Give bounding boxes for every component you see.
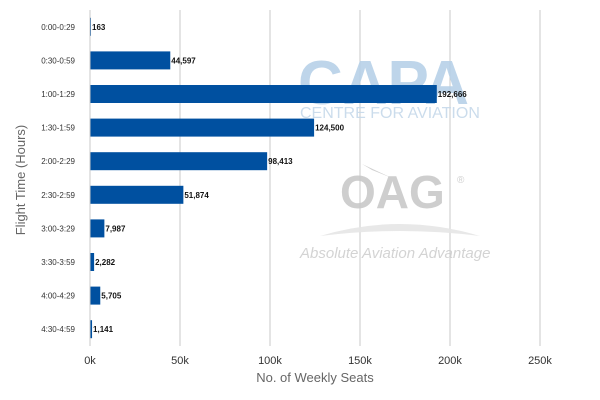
- bar-4:00-4:29: [90, 286, 101, 305]
- bar-2:30-2:59: [90, 185, 184, 204]
- category-label: 4:30-4:59: [41, 325, 75, 334]
- oag-watermark-logo: OAG: [340, 166, 445, 218]
- data-label: 124,500: [315, 124, 344, 133]
- bar-0:30-0:59: [90, 51, 171, 70]
- bar-3:00-3:29: [90, 219, 105, 238]
- oag-watermark-tagline: Absolute Aviation Advantage: [299, 245, 490, 262]
- x-tick-label: 200k: [438, 355, 462, 367]
- data-label: 2,282: [95, 258, 116, 267]
- data-label: 51,874: [184, 191, 209, 200]
- watermark-layer: CAPA CENTRE FOR AVIATION OAG ® Absolute …: [298, 49, 490, 262]
- data-label: 44,597: [171, 56, 196, 65]
- x-tick-label: 0k: [84, 355, 96, 367]
- capa-watermark-logo: CAPA: [298, 49, 469, 118]
- bar-1:30-1:59: [90, 118, 315, 137]
- x-tick-label: 150k: [348, 355, 372, 367]
- data-labels: 163 44,597 192,666 124,500 98,413 51,874 7,987…: [92, 23, 467, 334]
- data-label: 5,705: [101, 292, 122, 301]
- bar-3:30-3:59: [90, 253, 95, 271]
- bars-layer: [90, 17, 437, 339]
- capa-watermark-subtitle: CENTRE FOR AVIATION: [300, 105, 480, 122]
- data-label: 192,666: [438, 90, 467, 99]
- x-axis-tick-labels: 0k 50k 100k 150k 200k 250k: [84, 355, 552, 367]
- bar-2:00-2:29: [90, 152, 268, 171]
- category-label: 0:30-0:59: [41, 56, 75, 65]
- oag-registered-mark: ®: [457, 175, 465, 186]
- data-label: 98,413: [268, 157, 293, 166]
- category-labels: 0:00-0:29 0:30-0:59 1:00-1:29 1:30-1:59 2:00…: [41, 23, 75, 334]
- data-label: 1,141: [93, 325, 114, 334]
- category-label: 2:30-2:59: [41, 191, 75, 200]
- y-axis-title: Flight Time (Hours): [13, 125, 28, 236]
- category-label: 4:00-4:29: [41, 292, 75, 301]
- x-axis-title: No. of Weekly Seats: [256, 370, 374, 385]
- x-tick-label: 250k: [528, 355, 552, 367]
- x-tick-label: 50k: [171, 355, 189, 367]
- oag-swoosh-icon: [320, 224, 480, 236]
- category-label: 1:00-1:29: [41, 90, 75, 99]
- x-tick-label: 100k: [258, 355, 282, 367]
- category-label: 1:30-1:59: [41, 124, 75, 133]
- data-label: 7,987: [105, 224, 126, 233]
- category-label: 3:00-3:29: [41, 224, 75, 233]
- data-label: 163: [92, 23, 106, 32]
- category-label: 3:30-3:59: [41, 258, 75, 267]
- grid-layer: [179, 10, 541, 346]
- bar-4:30-4:59: [90, 320, 93, 339]
- oag-plane-icon: [362, 164, 392, 178]
- category-label: 0:00-0:29: [41, 23, 75, 32]
- category-label: 2:00-2:29: [41, 157, 75, 166]
- bar-1:00-1:29: [90, 85, 437, 103]
